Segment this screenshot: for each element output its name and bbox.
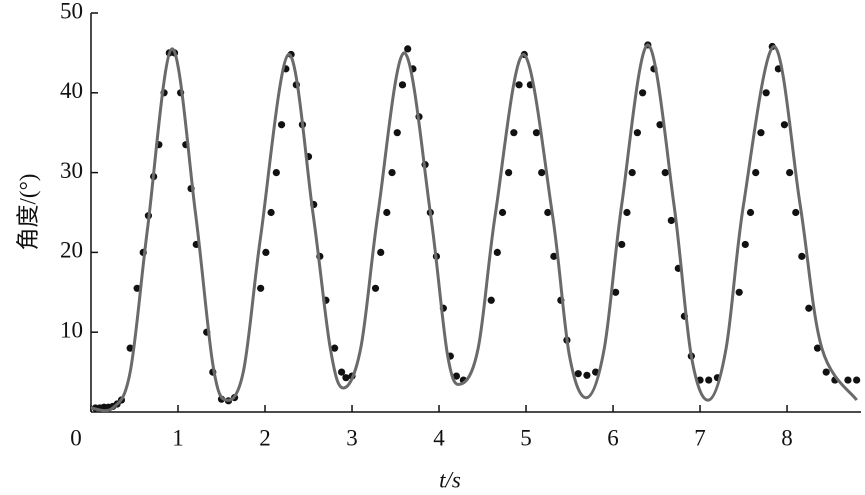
data-point — [757, 129, 765, 137]
fit-line — [90, 43, 858, 413]
data-point — [705, 376, 713, 384]
data-point — [515, 81, 523, 89]
data-point — [574, 370, 582, 378]
data-point — [762, 89, 770, 97]
data-point — [371, 284, 380, 292]
data-point — [272, 169, 280, 177]
data-point — [498, 208, 507, 217]
x-tick-label: 6 — [607, 425, 619, 450]
data-point — [133, 284, 141, 292]
y-tick-label: 30 — [60, 158, 83, 183]
data-point — [792, 208, 800, 217]
data-point — [735, 288, 743, 296]
data-point — [342, 374, 350, 382]
data-point — [844, 376, 852, 384]
data-point — [780, 121, 789, 129]
data-point — [487, 296, 495, 304]
data-point — [393, 129, 401, 137]
x-tick-label: 3 — [346, 425, 358, 450]
data-point — [383, 208, 391, 217]
data-point — [822, 368, 830, 376]
y-tick-label: 20 — [60, 238, 83, 263]
x-tick-label: 7 — [694, 425, 706, 450]
data-point — [532, 129, 541, 137]
data-point — [633, 129, 641, 137]
x-tick-label: 8 — [781, 425, 793, 450]
x-tick-label: 5 — [520, 425, 532, 450]
data-point — [550, 252, 558, 260]
data-point — [538, 169, 546, 177]
data-point — [267, 208, 275, 217]
data-point — [510, 129, 518, 137]
data-point — [505, 169, 513, 177]
x-tick-label: 1 — [172, 425, 184, 450]
y-tick-label: 50 — [60, 0, 83, 23]
data-point — [126, 344, 134, 352]
data-point — [337, 368, 346, 376]
data-point — [661, 169, 669, 177]
data-point — [612, 288, 620, 296]
data-point — [388, 169, 396, 177]
data-point — [623, 208, 631, 217]
data-point — [813, 344, 822, 352]
data-point — [583, 371, 591, 379]
data-point — [853, 376, 861, 384]
x-tick-label: 0 — [70, 425, 82, 450]
data-point — [786, 169, 794, 177]
data-point — [628, 169, 636, 177]
x-axis-label: t/s — [439, 467, 461, 492]
data-point — [377, 248, 385, 256]
data-point — [798, 252, 806, 260]
data-point — [639, 89, 647, 97]
data-point — [452, 372, 461, 380]
data-point — [618, 240, 626, 249]
data-point — [741, 240, 749, 249]
data-point — [404, 45, 412, 53]
data-point — [398, 81, 407, 89]
y-tick-label: 10 — [60, 317, 83, 342]
data-point — [544, 208, 552, 217]
data-point — [331, 344, 339, 352]
y-axis-label: 角度/(°) — [15, 174, 40, 251]
x-tick-label: 2 — [259, 425, 271, 450]
data-point — [262, 248, 270, 256]
x-tick-label: 4 — [433, 425, 445, 450]
data-point — [805, 304, 813, 312]
data-point — [493, 248, 501, 256]
data-point — [752, 169, 760, 177]
data-point — [746, 208, 755, 217]
data-point — [257, 284, 265, 292]
y-tick-label: 40 — [60, 78, 83, 103]
data-point — [667, 216, 675, 225]
data-point — [656, 121, 664, 129]
data-point — [277, 121, 286, 129]
